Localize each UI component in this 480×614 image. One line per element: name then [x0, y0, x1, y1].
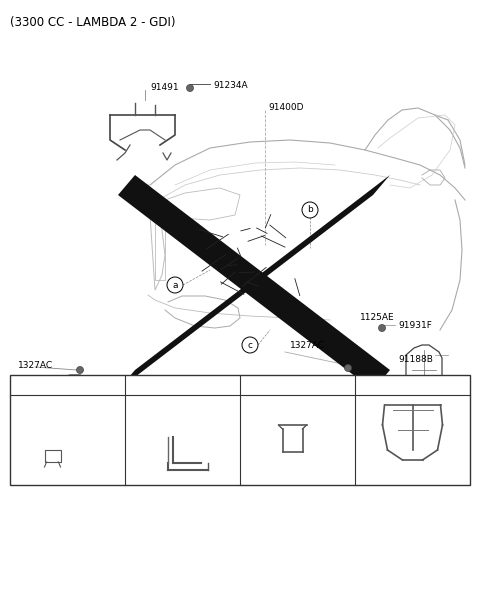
Text: 1129EC: 1129EC [177, 400, 209, 410]
Text: b: b [307, 206, 313, 214]
Circle shape [187, 85, 193, 91]
Polygon shape [118, 175, 390, 390]
Text: a: a [172, 281, 178, 289]
Text: c: c [248, 341, 252, 349]
Text: 91972T: 91972T [396, 381, 430, 389]
Text: (3300 CC - LAMBDA 2 - GDI): (3300 CC - LAMBDA 2 - GDI) [10, 16, 176, 29]
Text: 1125AE: 1125AE [360, 314, 395, 322]
Circle shape [290, 378, 304, 392]
Text: a: a [65, 381, 70, 389]
Text: 91491: 91491 [150, 82, 179, 91]
Text: 1141AC: 1141AC [71, 411, 103, 419]
Text: 91400D: 91400D [268, 104, 303, 112]
Circle shape [49, 410, 56, 416]
Circle shape [76, 367, 84, 373]
Text: 91980K: 91980K [180, 448, 212, 457]
Text: 91972S: 91972S [42, 430, 76, 440]
Text: 1327AC: 1327AC [18, 360, 53, 370]
Bar [10, 375, 470, 485]
Circle shape [242, 337, 258, 353]
Text: c: c [295, 381, 300, 389]
Polygon shape [118, 175, 390, 390]
Text: 91931F: 91931F [398, 321, 432, 330]
Circle shape [169, 404, 176, 410]
Text: 1125DA: 1125DA [283, 459, 316, 467]
Text: 91234A: 91234A [213, 80, 248, 90]
Text: b: b [180, 381, 185, 389]
Circle shape [60, 378, 74, 392]
Circle shape [176, 378, 190, 392]
Text: 1327AC: 1327AC [290, 341, 325, 349]
Circle shape [379, 325, 385, 332]
Circle shape [345, 365, 351, 371]
Circle shape [167, 277, 183, 293]
Text: 91188B: 91188B [398, 356, 433, 365]
Circle shape [302, 202, 318, 218]
Text: 91931B: 91931B [300, 405, 333, 414]
Circle shape [289, 414, 296, 420]
